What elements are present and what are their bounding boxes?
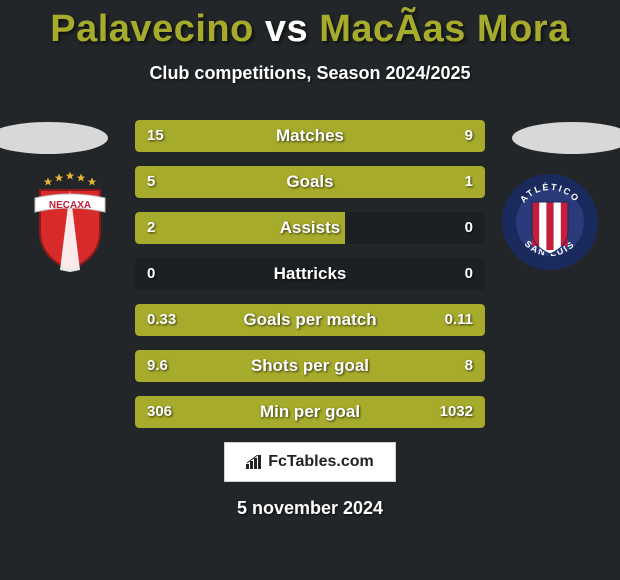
stat-row: 20Assists xyxy=(135,212,485,244)
stat-label: Goals per match xyxy=(135,304,485,336)
comparison-title: Palavecino vs MacÃ­as Mora xyxy=(0,0,620,51)
site-name: FcTables.com xyxy=(268,453,374,471)
date-text: 5 november 2024 xyxy=(0,498,620,519)
player2-name: MacÃ­as Mora xyxy=(319,8,569,50)
stat-label: Assists xyxy=(135,212,485,244)
stat-row: 0.330.11Goals per match xyxy=(135,304,485,336)
stat-label: Shots per goal xyxy=(135,350,485,382)
player1-photo-placeholder xyxy=(0,122,108,154)
subtitle: Club competitions, Season 2024/2025 xyxy=(0,63,620,84)
stat-bars: 159Matches 51Goals 20Assists 00Hattricks 0.3… xyxy=(135,120,485,442)
stat-row: 159Matches xyxy=(135,120,485,152)
stat-row: 9.68Shots per goal xyxy=(135,350,485,382)
svg-text:NECAXA: NECAXA xyxy=(49,200,91,211)
player2-photo-placeholder xyxy=(512,122,620,154)
fctables-logo: FcTables.com xyxy=(224,442,396,482)
stat-row: 51Goals xyxy=(135,166,485,198)
stat-label: Min per goal xyxy=(135,396,485,428)
stat-label: Matches xyxy=(135,120,485,152)
stat-label: Goals xyxy=(135,166,485,198)
stat-label: Hattricks xyxy=(135,258,485,290)
atletico-san-luis-crest: ATLÉTICO SAN LUIS xyxy=(500,172,600,272)
bar-chart-icon xyxy=(246,455,264,469)
stat-row: 3061032Min per goal xyxy=(135,396,485,428)
necaxa-crest: NECAXA xyxy=(20,172,120,272)
vs-text: vs xyxy=(265,8,308,50)
stat-row: 00Hattricks xyxy=(135,258,485,290)
player1-name: Palavecino xyxy=(50,8,254,50)
